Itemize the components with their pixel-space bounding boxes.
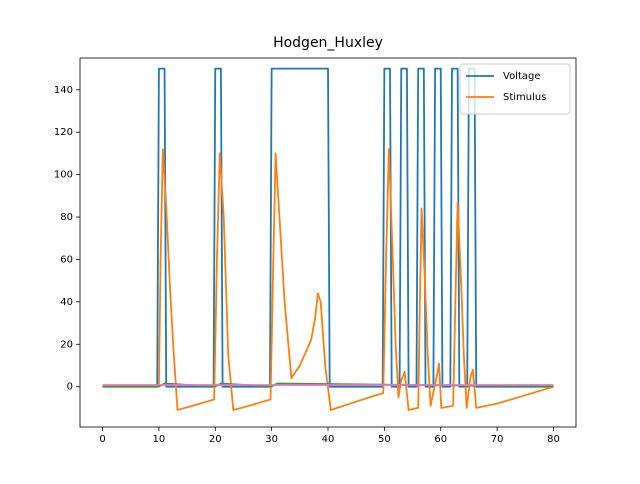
series-line: [102, 67, 554, 388]
y-tick-label: 0: [67, 382, 73, 393]
y-tick-label: 100: [54, 170, 73, 181]
x-tick-label: 40: [322, 434, 335, 445]
y-tick-label: 60: [60, 254, 73, 265]
x-tick-label: 60: [434, 434, 447, 445]
y-tick-label: 120: [54, 127, 73, 138]
legend-label: Stimulus: [503, 92, 546, 103]
legend-label: Voltage: [503, 71, 541, 82]
x-tick-label: 10: [153, 434, 166, 445]
x-tick-label: 30: [265, 434, 278, 445]
series-line: [102, 148, 554, 411]
x-tick-label: 80: [547, 434, 560, 445]
x-tick-label: 70: [491, 434, 504, 445]
x-tick-label: 50: [378, 434, 391, 445]
plot-area: [102, 67, 554, 411]
y-tick-label: 140: [54, 85, 73, 96]
y-tick-label: 80: [60, 212, 73, 223]
y-tick-label: 20: [60, 339, 73, 350]
x-tick-label: 20: [209, 434, 222, 445]
y-tick-label: 40: [60, 297, 73, 308]
chart-title: Hodgen_Huxley: [273, 35, 383, 51]
x-tick-label: 0: [99, 434, 105, 445]
